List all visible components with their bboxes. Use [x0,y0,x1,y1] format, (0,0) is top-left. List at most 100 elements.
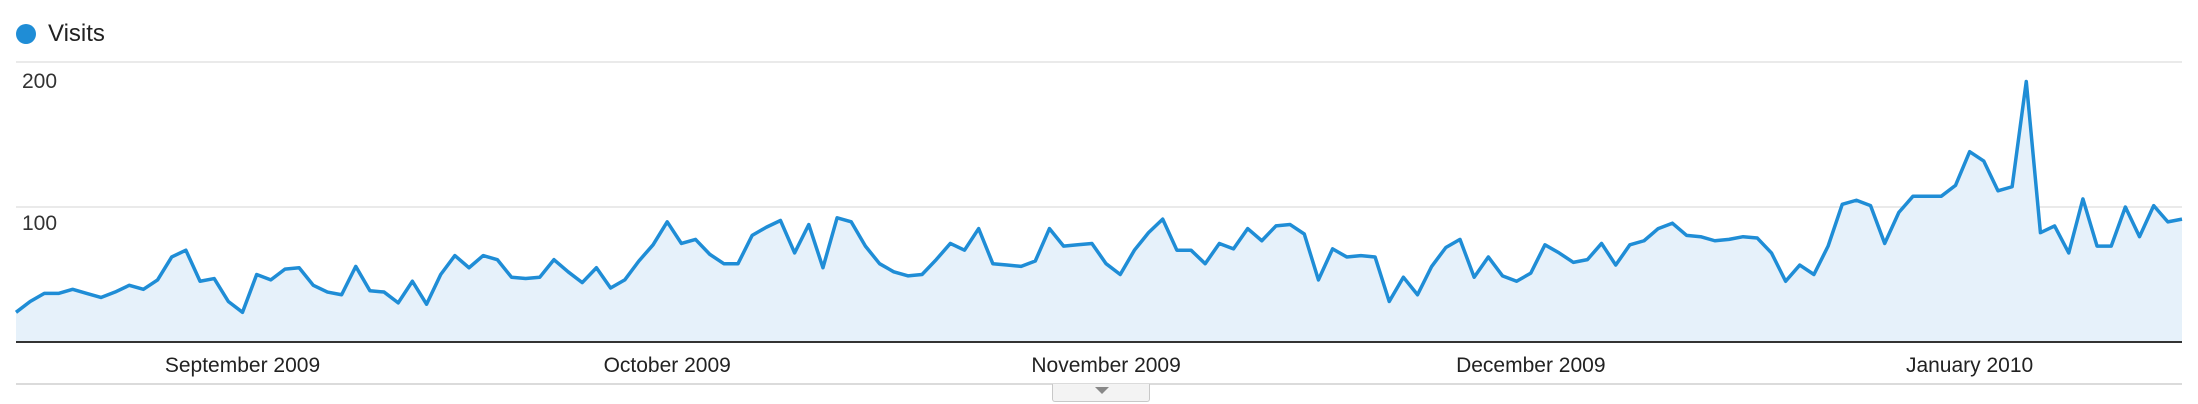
data-point [2095,244,2099,248]
data-point [1727,237,1731,241]
timeline-scroll-handle[interactable] [1052,384,1150,402]
data-point [184,248,188,252]
data-point [793,251,797,255]
data-point [1585,258,1589,262]
data-point [1656,227,1660,231]
data-point [1826,244,1830,248]
data-point [1557,251,1561,255]
data-point [1883,241,1887,245]
data-point [1090,241,1094,245]
data-point [963,248,967,252]
data-point [1274,224,1278,228]
data-point [269,278,273,282]
data-point [1203,262,1207,266]
data-point [2152,204,2156,208]
data-point [368,289,372,293]
data-point [1260,239,1264,243]
data-point [778,219,782,223]
data-point [1784,279,1788,283]
data-point [835,216,839,220]
data-point [2138,235,2142,239]
data-point [1614,263,1618,267]
data-point [1231,247,1235,251]
data-point [679,241,683,245]
data-point [2123,205,2127,209]
data-point [481,254,485,258]
data-point [85,291,89,295]
data-point [410,279,414,283]
data-point [212,277,216,281]
data-point [1373,255,1377,259]
data-point [637,259,641,263]
data-point [1798,263,1802,267]
data-point [2180,217,2184,221]
data-point [580,281,584,285]
visits-series-line [14,79,2183,315]
data-point [1246,227,1250,231]
data-point [1019,264,1023,268]
y-tick-label: 100 [22,212,57,235]
data-point [1939,194,1943,198]
data-point [878,262,882,266]
data-point [651,243,655,247]
data-point [948,241,952,245]
data-point [1642,239,1646,243]
data-point [920,273,924,277]
x-tick-label: October 2009 [604,354,731,377]
data-point [524,277,528,281]
data-point [1982,159,1986,163]
data-point [1161,217,1165,221]
data-point [1529,271,1533,275]
data-point [1062,244,1066,248]
data-point [1685,233,1689,237]
data-point [255,273,259,277]
label-layer: 200 100 September 2009 October 2009 November… [22,70,2033,377]
data-point [1387,300,1391,304]
legend-label: Visits [48,20,105,47]
data-point [1458,237,1462,241]
data-point [1302,232,1306,236]
data-point [594,266,598,270]
data-point [198,279,202,283]
data-point [467,266,471,270]
x-tick-label: January 2010 [1906,354,2033,377]
y-tick-label: 200 [22,70,57,93]
data-point [42,291,46,295]
data-point [708,252,712,256]
data-point [1840,202,1844,206]
data-point [623,278,627,282]
data-point [354,264,358,268]
chart-legend[interactable]: Visits [16,20,105,48]
data-point [28,300,32,304]
data-point [1699,235,1703,239]
data-point [2109,244,2113,248]
data-point [71,287,75,291]
data-point [311,283,315,287]
data-point [1571,260,1575,264]
data-point [807,223,811,227]
data-point [722,262,726,266]
data-point [1515,279,1519,283]
data-point [1670,221,1674,225]
series-color-dot [16,24,36,44]
data-point [283,267,287,271]
data-point [1033,259,1037,263]
data-point [14,310,18,314]
data-point [425,302,429,306]
data-point [127,283,131,287]
data-point [1005,263,1009,267]
data-point [1854,198,1858,202]
data-point [566,270,570,274]
data-point [2067,251,2071,255]
data-point [1444,246,1448,250]
data-point [764,225,768,229]
x-tick-label: September 2009 [165,354,320,377]
data-point [1401,275,1405,279]
data-point [2038,231,2042,235]
data-point [694,237,698,241]
data-point [552,258,556,262]
data-point [453,254,457,258]
data-point [439,273,443,277]
data-point [113,290,117,294]
